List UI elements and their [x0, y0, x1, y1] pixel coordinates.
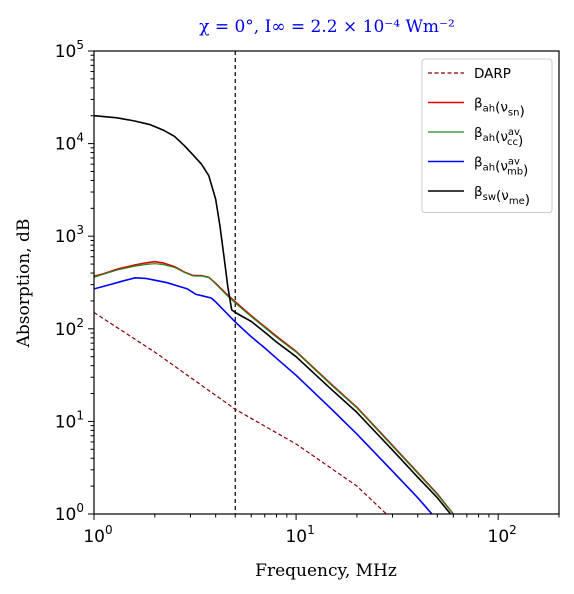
plot-frame — [93, 50, 560, 515]
y-tick-label: 102 — [55, 316, 84, 340]
axis-ticks: 100 101 102 100 101 102 103 104 105 — [55, 38, 560, 547]
legend-box — [421, 58, 553, 213]
chart-title: χ = 0°, I∞ = 2.2 × 10⁻⁴ Wm⁻² — [199, 17, 455, 37]
x-tick-label: 101 — [285, 523, 314, 547]
y-axis-label: Absorption, dB — [14, 219, 34, 349]
legend-label: DARP — [474, 66, 511, 82]
legend: DARP βah(νsn) βah(νav cc) βah(νav mb) βsw(νme) — [421, 58, 553, 213]
legend-label: βah(νav mb) — [474, 155, 528, 179]
x-tick-label: 100 — [83, 523, 112, 547]
x-axis-label: Frequency, MHz — [255, 561, 397, 581]
y-tick-label: 104 — [55, 131, 84, 155]
legend-label: βah(νsn) — [474, 96, 525, 120]
series-line-4 — [94, 276, 433, 514]
y-tick-label: 105 — [55, 38, 84, 62]
series-line-5 — [94, 114, 452, 514]
plot-area — [94, 51, 454, 514]
series-line-1 — [94, 311, 387, 514]
series-line-3 — [94, 263, 454, 514]
y-tick-label: 101 — [55, 408, 84, 432]
y-tick-label: 100 — [55, 501, 84, 525]
x-tick-label: 102 — [488, 523, 517, 547]
legend-label: βah(νav cc) — [474, 125, 523, 149]
y-tick-label: 103 — [55, 223, 84, 247]
series-line-2 — [94, 260, 454, 514]
legend-label: βsw(νme) — [474, 184, 530, 208]
